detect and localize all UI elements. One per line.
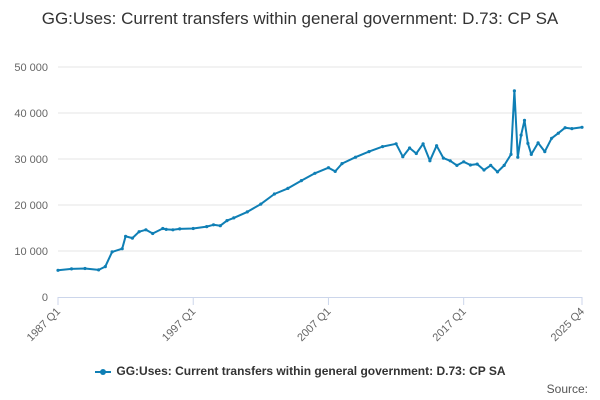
chart-title: GG:Uses: Current transfers within genera…	[41, 9, 559, 28]
data-point[interactable]	[83, 266, 87, 271]
data-point[interactable]	[299, 179, 303, 183]
data-point[interactable]	[563, 126, 567, 130]
data-point[interactable]	[380, 145, 385, 149]
data-point[interactable]	[529, 152, 533, 156]
data-point[interactable]	[69, 267, 74, 271]
data-point[interactable]	[245, 210, 249, 214]
y-tick-label: 20 000	[14, 200, 48, 212]
y-tick-label: 10 000	[14, 246, 48, 258]
data-point[interactable]	[340, 162, 344, 166]
data-point[interactable]	[516, 155, 520, 159]
data-point[interactable]	[489, 163, 493, 167]
data-point[interactable]	[232, 216, 236, 220]
data-point[interactable]	[570, 127, 574, 131]
data-point[interactable]	[144, 228, 148, 232]
data-point[interactable]	[56, 268, 60, 272]
series-line-group[interactable]	[56, 89, 584, 272]
data-point[interactable]	[205, 225, 209, 229]
data-point[interactable]	[151, 231, 155, 236]
data-point[interactable]	[435, 144, 439, 148]
data-point[interactable]	[482, 168, 486, 172]
data-point[interactable]	[495, 170, 500, 174]
data-point[interactable]	[164, 227, 168, 231]
legend-label: GG:Uses: Current transfers within genera…	[116, 364, 506, 378]
data-point[interactable]	[171, 228, 175, 232]
data-point[interactable]	[512, 89, 517, 93]
data-point[interactable]	[110, 250, 114, 254]
data-point[interactable]	[455, 163, 459, 167]
data-point[interactable]	[124, 234, 128, 238]
data-point[interactable]	[191, 226, 195, 231]
data-point[interactable]	[468, 163, 472, 167]
data-point[interactable]	[448, 159, 452, 163]
y-tick-label: 30 000	[14, 154, 48, 166]
data-point[interactable]	[441, 156, 445, 160]
data-point[interactable]	[313, 171, 317, 175]
data-point[interactable]	[543, 150, 547, 154]
data-point[interactable]	[502, 163, 506, 167]
x-tick-label: 1997 Q1	[160, 306, 198, 344]
y-tick-label: 40 000	[14, 108, 48, 120]
data-point[interactable]	[394, 142, 398, 146]
data-point[interactable]	[272, 192, 276, 196]
data-point[interactable]	[580, 125, 584, 129]
data-point[interactable]	[218, 224, 222, 228]
series-line[interactable]	[57, 89, 583, 272]
data-point[interactable]	[353, 155, 358, 159]
data-point[interactable]	[137, 230, 141, 234]
data-point[interactable]	[421, 142, 425, 146]
data-point[interactable]	[536, 141, 540, 145]
x-tick-label: 2007 Q1	[295, 306, 333, 344]
y-axis-tick-labels: 0 10 000 20 000 30 000 40 000 50 000	[14, 62, 48, 304]
data-point[interactable]	[475, 162, 479, 166]
y-tick-label: 50 000	[14, 62, 48, 74]
data-point[interactable]	[286, 186, 290, 190]
data-point[interactable]	[428, 159, 432, 163]
data-point[interactable]	[161, 226, 165, 231]
data-point[interactable]	[120, 247, 124, 251]
legend[interactable]: GG:Uses: Current transfers within genera…	[0, 364, 600, 378]
data-point[interactable]	[462, 160, 466, 164]
data-point[interactable]	[526, 141, 530, 145]
data-point[interactable]	[408, 146, 412, 150]
data-point[interactable]	[130, 236, 134, 240]
data-point[interactable]	[522, 118, 527, 122]
data-point[interactable]	[414, 151, 418, 156]
data-point[interactable]	[519, 133, 523, 137]
grid-lines	[58, 66, 582, 252]
data-point[interactable]	[326, 166, 331, 170]
data-point[interactable]	[367, 150, 371, 154]
x-tick-label: 1987 Q1	[25, 306, 63, 344]
data-point[interactable]	[333, 169, 337, 173]
data-point[interactable]	[178, 227, 182, 231]
data-point[interactable]	[259, 202, 263, 206]
data-point[interactable]	[97, 268, 101, 272]
x-axis: 1987 Q1 1997 Q1 2007 Q1 2017 Q1 2025 Q4	[25, 297, 587, 344]
data-point[interactable]	[211, 223, 216, 227]
data-point[interactable]	[509, 152, 513, 156]
data-point[interactable]	[401, 155, 405, 159]
x-tick-label: 2017 Q1	[430, 306, 468, 344]
y-tick-label: 0	[42, 292, 48, 304]
data-point[interactable]	[225, 219, 229, 223]
data-point[interactable]	[556, 131, 560, 135]
data-point[interactable]	[550, 136, 554, 140]
data-point[interactable]	[103, 265, 107, 269]
legend-marker-icon	[95, 368, 112, 375]
x-tick-label: 2025 Q4	[549, 306, 587, 344]
source-label: Source:	[546, 382, 588, 396]
